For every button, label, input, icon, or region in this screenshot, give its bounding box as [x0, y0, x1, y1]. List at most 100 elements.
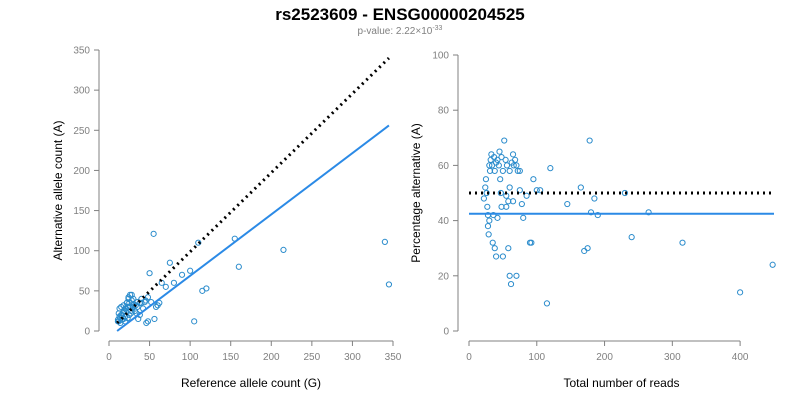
- p-value-prefix: p-value:: [358, 26, 396, 37]
- right-data-point: [484, 223, 492, 230]
- right-data-point: [495, 162, 502, 169]
- right-x-tick-label: 200: [596, 352, 613, 363]
- right-data-point: [486, 217, 493, 224]
- left-data-point: [170, 279, 178, 286]
- right-data-point: [737, 289, 744, 296]
- right-data-point: [499, 253, 506, 260]
- right-y-tick-label: 80: [438, 106, 450, 117]
- left-y-tick-label: 150: [73, 206, 90, 217]
- left-y-tick-label: 200: [73, 166, 90, 177]
- right-data-point: [537, 187, 544, 194]
- right-y-tick-label: 20: [438, 271, 450, 282]
- right-x-tick-label: 0: [466, 352, 472, 363]
- right-data-point: [564, 200, 571, 208]
- left-data-point: [135, 315, 142, 323]
- p-value-exponent: -33: [432, 25, 442, 32]
- left-data-point: [152, 303, 160, 311]
- left-data-point: [166, 259, 173, 266]
- right-data-point: [498, 203, 505, 210]
- right-data-point: [487, 156, 494, 163]
- left-data-point: [150, 230, 157, 237]
- right-data-point: [520, 214, 527, 221]
- right-data-point: [510, 162, 517, 169]
- right-data-point: [485, 231, 492, 238]
- right-data-point: [509, 151, 517, 158]
- right-y-tick-label: 0: [443, 327, 449, 338]
- right-data-point: [587, 209, 595, 216]
- percentage-alternative-scatter: 0 100 200 300 400 0 20 40 60 80 100 Total number of…: [409, 51, 776, 390]
- left-x-tick-label: 50: [144, 352, 156, 363]
- left-data-point: [151, 315, 158, 323]
- p-value-label: p-value: 2.22×10-33: [358, 25, 443, 37]
- right-data-point: [513, 162, 520, 169]
- right-data-point: [506, 272, 513, 279]
- left-y-tick-label: 250: [73, 126, 90, 137]
- right-data-point: [518, 200, 525, 208]
- right-data-point: [482, 176, 490, 183]
- right-data-point: [523, 192, 530, 199]
- left-data-point: [162, 283, 169, 290]
- left-y-tick-label: 0: [84, 327, 90, 338]
- left-reference-line: [116, 56, 390, 325]
- right-data-point: [489, 239, 496, 246]
- left-y-tick-label: 50: [79, 286, 91, 297]
- left-x-tick-label: 250: [304, 352, 321, 363]
- right-data-point: [491, 167, 498, 175]
- right-data-point: [516, 187, 523, 194]
- left-data-point: [191, 318, 198, 325]
- left-y-tick-label: 300: [73, 86, 90, 97]
- right-data-point: [621, 189, 628, 197]
- right-data-point: [501, 137, 508, 144]
- right-data-point: [584, 245, 591, 252]
- right-x-tick-label: 400: [732, 352, 749, 363]
- right-data-point: [498, 154, 505, 161]
- left-x-tick-label: 350: [385, 352, 402, 363]
- right-data-point: [591, 195, 598, 202]
- right-data-point: [679, 239, 686, 246]
- right-data-point: [516, 167, 523, 175]
- left-x-tick-label: 300: [344, 352, 361, 363]
- right-data-point: [494, 214, 501, 221]
- right-data-point: [490, 211, 497, 219]
- left-data-point: [146, 270, 153, 277]
- left-data-point: [120, 308, 127, 315]
- left-data-point: [178, 271, 186, 278]
- left-data-point: [124, 315, 131, 322]
- left-data-point: [138, 295, 145, 302]
- right-data-point: [499, 167, 506, 175]
- left-fit-line: [116, 124, 390, 332]
- right-data-point: [480, 195, 488, 202]
- right-data-point: [645, 209, 652, 216]
- left-y-tick-label: 100: [73, 246, 90, 257]
- right-data-point: [506, 167, 513, 175]
- right-data-point: [769, 261, 776, 268]
- left-data-point: [128, 291, 135, 298]
- right-data-point: [528, 239, 535, 246]
- right-data-point: [503, 162, 511, 169]
- allele-count-scatter: 0 50 100 150 200 250 300 350 0 50 100 150 200 250 300 3…: [51, 46, 402, 391]
- left-data-point: [144, 294, 152, 301]
- left-data-point: [195, 239, 202, 246]
- left-data-point: [203, 285, 210, 292]
- right-data-point: [496, 148, 503, 155]
- right-x-tick-label: 300: [664, 352, 681, 363]
- right-data-point: [497, 176, 504, 183]
- right-data-point: [513, 272, 520, 279]
- right-data-point: [543, 300, 551, 307]
- left-data-point: [130, 295, 137, 302]
- right-data-point: [505, 245, 512, 252]
- right-data-point: [484, 203, 491, 210]
- left-y-axis-label: Alternative allele count (A): [51, 120, 65, 260]
- right-data-point: [514, 167, 521, 175]
- left-data-point: [123, 299, 130, 306]
- left-data-point: [125, 303, 132, 311]
- right-data-point: [547, 165, 554, 172]
- left-x-tick-label: 0: [106, 352, 112, 363]
- right-data-point: [491, 245, 498, 252]
- right-data-point: [488, 162, 496, 169]
- right-data-point: [497, 189, 504, 197]
- right-data-point: [483, 189, 490, 197]
- left-x-tick-label: 150: [222, 352, 239, 363]
- left-y-tick-label: 350: [73, 46, 90, 57]
